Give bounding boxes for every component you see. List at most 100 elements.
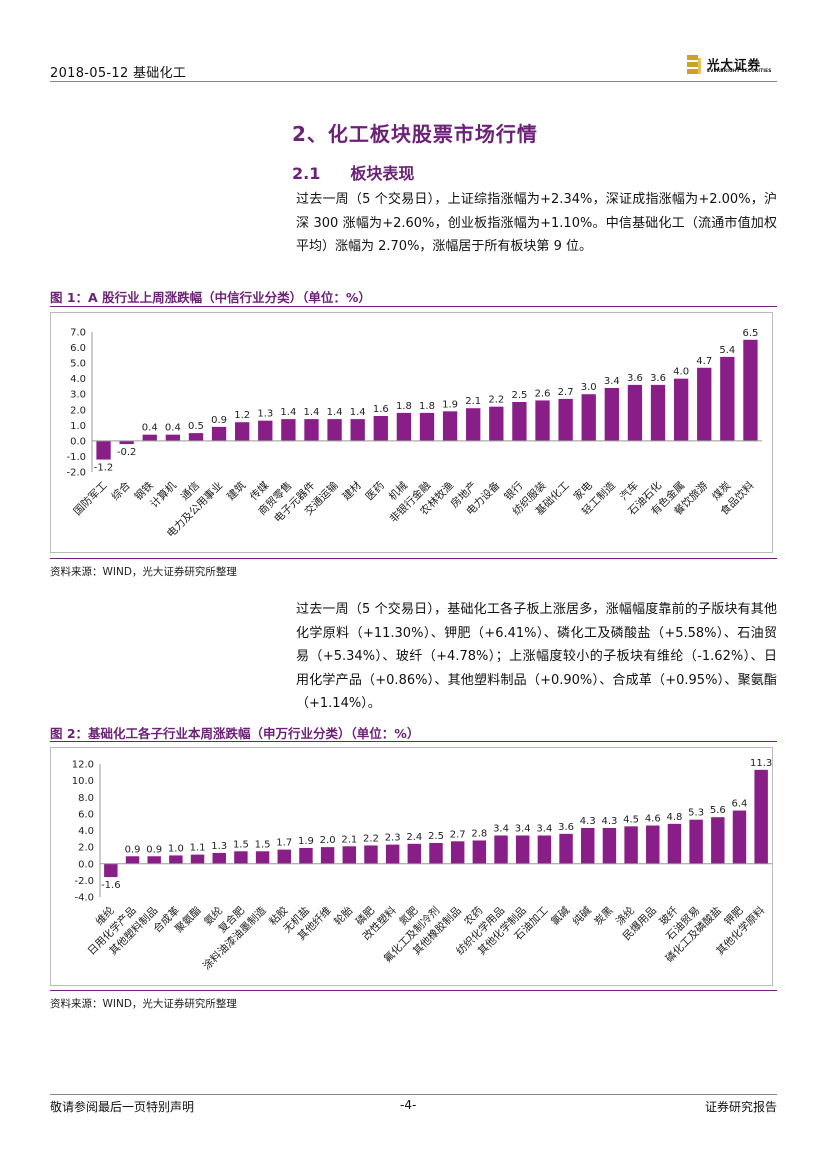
chart2-data-label: 11.3 [750,758,772,769]
chart2-data-label: 0.9 [146,844,162,855]
chart2-data-label: 1.1 [190,843,206,854]
chart1-data-label: 4.7 [696,356,712,367]
footer-page-number: -4- [400,1098,417,1112]
chart2-category-label: 轮胎 [331,904,355,928]
chart1-bar [165,434,181,441]
chart1-data-label: 3.4 [604,376,620,387]
chart2-bar [689,819,703,864]
chart2-bar [754,769,768,864]
chart1-data-label: 1.2 [234,410,250,421]
chart2-bar [277,849,291,864]
chart1-bar [489,406,504,441]
chart1-category-label: 国防军工 [71,479,110,518]
chart1-data-label: 3.0 [581,382,597,393]
figure1-chart: 7.0 6.0 5.0 4.0 3.0 2.0 1.0 0.0 -1.0 -2.0 -1.2 国防军工… [50,312,773,553]
figure2-top-rule [50,741,777,742]
chart2-bar [581,828,595,864]
chart2-data-label: 3.4 [515,823,531,834]
chart1-data-label: 5.4 [719,345,735,356]
chart1-category-label: 计算机 [148,479,180,511]
chart1-data-label: 1.6 [373,404,389,415]
chart2-bar [169,855,183,864]
chart1-data-label: 2.7 [558,387,574,398]
chart1-ytick-label: 1.0 [70,421,86,432]
figure1-bottom-rule [50,558,777,559]
chart1-data-label: 1.9 [442,399,458,410]
chart2-category-label: 纯碱 [570,904,594,928]
chart2-bar [494,835,508,864]
chart1-bar [558,398,573,441]
figure2-title: 图 2：基础化工各子行业本周涨跌幅（申万行业分类）（单位：%） [50,726,420,741]
brand-logo: 光大证券 EVERBRIGHT SECURITIES [685,54,777,76]
chart2-data-label: 2.7 [450,829,466,840]
chart2-data-label: 4.8 [666,812,682,823]
footer-divider [50,1094,777,1095]
chart1-bar [142,434,157,441]
chart2-data-label: 1.9 [298,836,314,847]
chart1-data-label: 3.6 [650,373,666,384]
chart1-ytick-label: 6.0 [70,343,86,354]
chart2-bar [190,854,205,864]
chart2-bar [212,852,226,864]
figure2-bottom-rule [50,990,777,991]
chart1-bar [604,388,619,441]
chart1-data-label: 1.4 [350,407,366,418]
chart1-bar [327,419,342,441]
chart2-data-label: 6.4 [732,799,748,810]
chart1-bar [211,426,227,441]
logo-mark-icon [687,55,701,74]
chart2-data-label: 3.6 [558,822,574,833]
chart2-data-label: 2.1 [341,834,357,845]
chart2-bar [320,847,335,864]
chart2-bar [667,823,682,864]
chart2-category-label: 炭黑 [592,905,615,928]
chart1-bar [697,367,712,441]
chart1-bar [535,400,550,441]
chart1-category-label: 建材 [340,479,364,503]
chart1-bar [281,419,296,441]
chart2-bar [147,856,161,864]
logo-text-en: EVERBRIGHT SECURITIES [707,69,772,74]
chart1-ytick-label: 3.0 [70,390,86,401]
chart1-data-label: -0.2 [117,447,137,458]
chart1-bar [650,384,666,441]
chart2-data-label: 2.0 [320,835,336,846]
chart1-bar [258,420,273,441]
chart1-bar [673,378,689,441]
chart1-data-label: -1.2 [94,463,114,474]
chart1-category-label: 综合 [109,479,133,503]
chart2-data-label: 2.8 [471,828,487,839]
chart1-data-label: 1.4 [304,407,320,418]
chart2-bar [125,856,140,864]
chart1-bar [304,419,319,441]
chart1-data-label: 0.4 [142,423,158,434]
chart2-ytick-label: 10.0 [72,776,94,787]
chart2-data-label: 1.5 [255,839,271,850]
chart2-ytick-label: -2.0 [74,876,94,887]
figure1-title: 图 1：A 股行业上周涨跌幅（中信行业分类）（单位：%） [50,290,371,305]
chart2-data-label: 2.4 [406,832,422,843]
chart1-data-label: 2.2 [488,395,504,406]
chart1-ytick-label: 0.0 [70,436,86,447]
chart1-category-label: 建筑 [224,479,248,503]
chart1-bar [627,384,643,441]
chart2-bar [407,843,422,864]
chart2-bar [537,835,552,864]
chart1-bar [419,412,435,441]
chart2-data-label: 2.2 [363,833,379,844]
chart2-ytick-label: 4.0 [78,826,94,837]
chart2-bar [711,817,725,864]
chart1-bar [466,408,481,441]
chart1-ytick-label: 7.0 [70,328,86,339]
chart1-frame [50,312,773,553]
chart2-ytick-label: -4.0 [74,893,94,904]
chart2-data-label: 4.5 [623,814,639,825]
chart2-bar [646,825,660,864]
chart1-bar [188,433,204,441]
chart2-bar [515,835,530,864]
subsection-title: 2.1 板块表现 [292,160,414,184]
chart2-bar [429,842,443,864]
chart2-bar [472,840,487,864]
chart2-bar [732,810,747,864]
chart2-bar [104,863,118,878]
